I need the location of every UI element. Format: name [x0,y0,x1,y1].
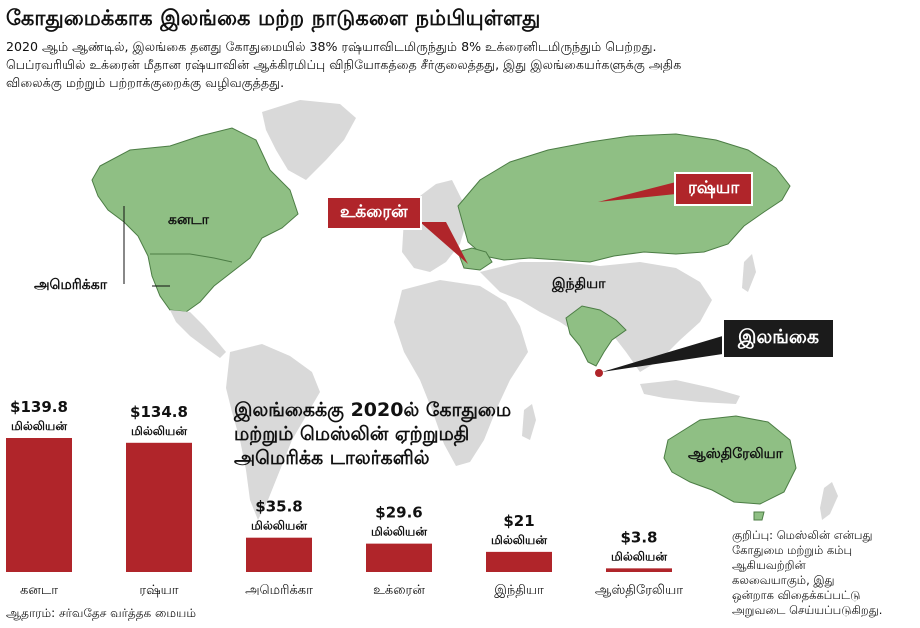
india-shape [565,305,627,367]
callout-russia: ரஷ்யா [674,172,754,206]
new-zealand-shape [820,482,838,520]
footnote-line: ஆகியவற்றின் [732,558,806,572]
callout-ukraine: உக்ரைன் [326,196,422,230]
greenland-shape [262,100,356,180]
footnote-line: ஒன்றாக விதைக்கப்பட்டு [732,588,861,602]
sri-lanka-callout-pointer [602,332,736,372]
tasmania-shape [753,511,765,521]
north-america-shape [91,127,299,313]
map-label-america: அமெரிக்கா [34,277,108,293]
footnote-line: அறுவடை செய்யப்படுகிறது. [732,603,883,617]
ukraine-callout-pointer [420,222,468,264]
footnote-line: குறிப்பு: மெஸ்லின் என்பது [732,528,873,542]
south-america-shape [226,344,320,520]
africa-shape [394,280,528,466]
central-america-shape [170,310,226,358]
source-credit: ஆதாரம்: சர்வதேச வர்த்தக மையம் [6,606,197,620]
japan-shape [742,254,756,292]
subtitle-line: 2020 ஆம் ஆண்டில், இலங்கை தனது கோதுமையில்… [6,39,657,54]
subtitle-line: பெப்ரவரியில் உக்ரைன் மீதான ரஷ்யாவின் ஆக்… [6,57,682,72]
chart-title-line: அமெரிக்க டாலர்களில் [234,447,430,469]
australia-shape [663,415,797,505]
russia-callout-pointer [598,182,676,202]
indonesia-shape [640,380,740,404]
madagascar-shape [522,404,536,440]
footnote-line: கலவையாகும், இது [732,573,835,587]
map-label-india: இந்தியா [552,276,606,292]
footnote: குறிப்பு: மெஸ்லின் என்பது கோதுமை மற்றும்… [732,528,918,618]
subtitle-line: விலைக்கு மற்றும் பற்றாக்குறைக்கு வழிவகுத… [6,75,285,90]
ukraine-shape [457,247,493,271]
chart-title-line: இலங்கைக்கு 2020ல் கோதுமை [234,399,512,421]
canada-us-border [150,253,233,263]
sri-lanka-dot [595,369,603,377]
map-label-australia: ஆஸ்திரேலியா [688,446,783,462]
map-label-canada: கனடா [168,212,209,228]
footnote-line: கோதுமை மற்றும் கம்பு [732,543,853,557]
chart-title: இலங்கைக்கு 2020ல் கோதுமை மற்றும் மெஸ்லின… [234,398,594,470]
page-title: கோதுமைக்காக இலங்கை மற்ற நாடுகளை நம்பியுள… [6,6,541,30]
subtitle: 2020 ஆம் ஆண்டில், இலங்கை தனது கோதுமையில்… [6,38,906,92]
chart-title-line: மற்றும் மெஸ்லின் ஏற்றுமதி [234,423,470,445]
callout-sri-lanka: இலங்கை [722,318,836,359]
